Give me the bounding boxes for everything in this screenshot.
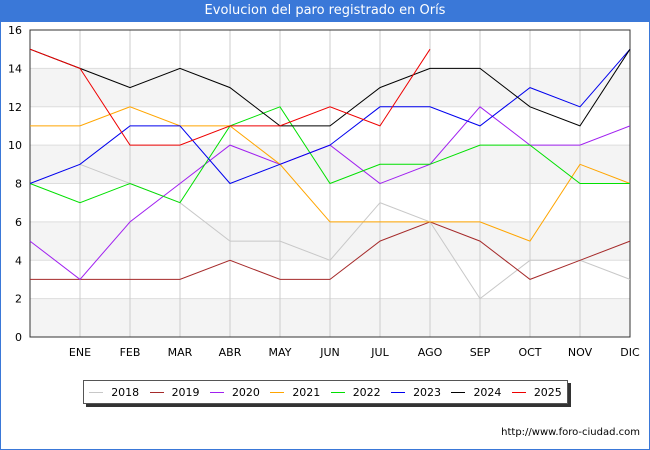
chart-title: Evolucion del paro registrado en Orís	[0, 0, 650, 22]
y-tick-label: 2	[15, 293, 22, 306]
tick-labels: 0 2 4 6 8 10 12 14 16 ENE FEB MAR ABR MAY JUN JUL AGO SEP…	[8, 24, 640, 359]
y-tick-label: 16	[8, 24, 22, 37]
x-tick-label: FEB	[120, 346, 141, 359]
x-tick-label: MAY	[269, 346, 292, 359]
legend-label: 2025	[533, 385, 562, 399]
legend-label: 2023	[413, 385, 442, 399]
x-tick-label: SEP	[470, 346, 491, 359]
legend-item-2018: 2018	[89, 386, 139, 399]
series-lines	[29, 48, 631, 300]
legend-swatch	[511, 391, 526, 393]
legend-label: 2024	[473, 385, 502, 399]
y-tick-label: 14	[8, 62, 22, 75]
series-line-2025	[29, 48, 431, 146]
legend-swatch	[451, 391, 466, 393]
footer-url: http://www.foro-ciudad.com	[501, 427, 640, 438]
x-tick-label: JUN	[319, 346, 340, 359]
series-line-2023	[29, 48, 631, 185]
legend-swatch	[209, 391, 224, 393]
series-line-2022	[29, 106, 630, 204]
legend-label: 2019	[171, 385, 200, 399]
legend-label: 2021	[292, 385, 321, 399]
legend-item-2019: 2019	[149, 385, 200, 399]
legend-label: 2018	[111, 385, 140, 399]
x-tick-label: DIC	[620, 346, 640, 359]
legend-label: 2022	[352, 385, 381, 399]
legend-label: 2020	[231, 385, 260, 399]
legend-item-2022: 2022	[330, 385, 381, 399]
x-tick-label: MAR	[168, 346, 193, 359]
series-line-2024	[29, 48, 631, 127]
legend-swatch	[270, 391, 285, 393]
legend-item-2024: 2024	[451, 386, 501, 399]
x-tick-label: NOV	[568, 346, 593, 359]
y-tick-label: 6	[15, 216, 22, 229]
legend-item-2023: 2023	[391, 386, 441, 399]
legend: 2018 2019 2020 2021 2022 2023 2024 2025	[83, 380, 568, 404]
legend-item-2025: 2025	[511, 385, 562, 399]
y-tick-label: 8	[15, 178, 22, 191]
x-tick-label: ABR	[219, 346, 242, 359]
series-line-2021	[30, 106, 631, 242]
y-tick-label: 12	[8, 101, 22, 114]
y-tick-label: 10	[8, 139, 22, 152]
legend-swatch	[391, 391, 406, 393]
legend-swatch	[89, 391, 104, 393]
legend-swatch	[149, 391, 164, 393]
x-tick-label: AGO	[418, 346, 443, 359]
series-line-2019	[30, 221, 631, 280]
legend-swatch	[330, 391, 345, 393]
x-tick-label: ENE	[69, 346, 91, 359]
y-tick-label: 4	[15, 254, 22, 267]
legend-item-2021: 2021	[270, 386, 320, 399]
legend-item-2020: 2020	[209, 385, 260, 399]
x-tick-label: OCT	[518, 346, 541, 359]
x-tick-label: JUL	[370, 346, 389, 359]
y-tick-label: 0	[15, 331, 22, 344]
